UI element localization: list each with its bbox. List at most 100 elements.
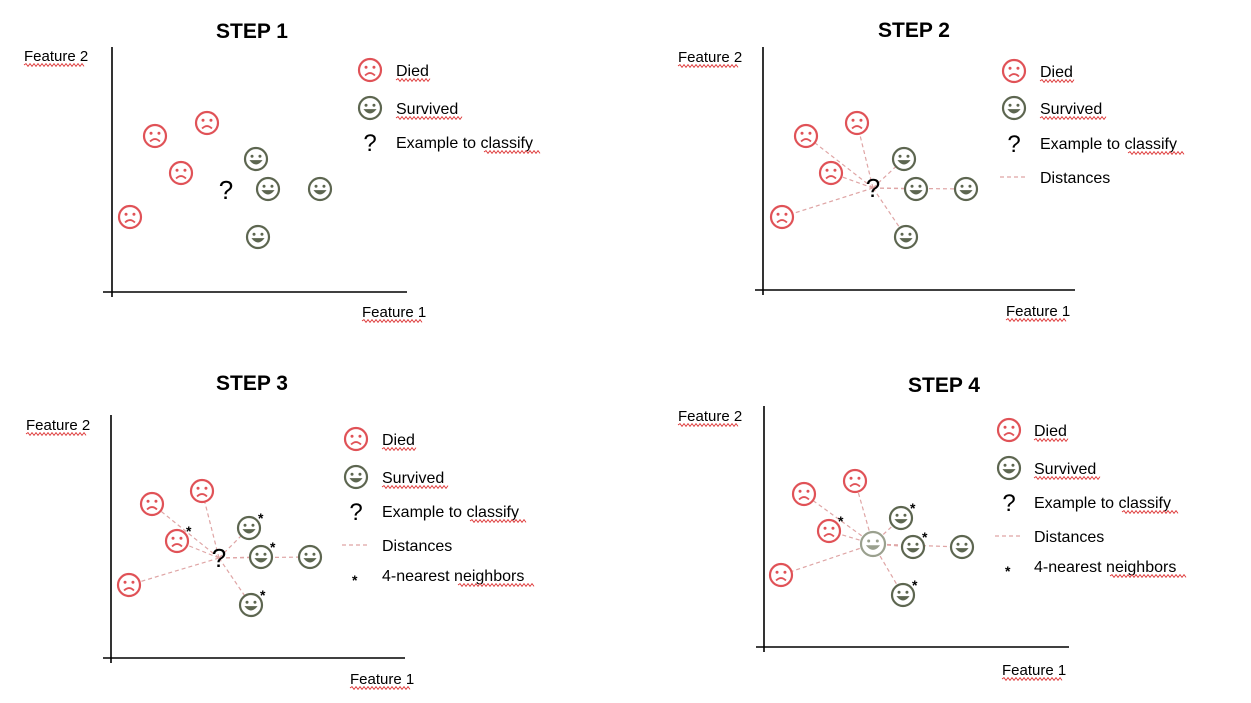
died-face-icon bbox=[793, 123, 819, 149]
legend-query-label: Example to classify bbox=[396, 135, 533, 152]
survived-face-icon bbox=[903, 176, 929, 202]
legend-survived-face-icon bbox=[343, 464, 369, 490]
neighbor-star-icon: * bbox=[260, 587, 266, 603]
query-question-icon: ? bbox=[212, 543, 226, 573]
panel-step-2: STEP 2 Feature 2 Feature 1? Died Survived? Ex… bbox=[677, 19, 1185, 323]
spellcheck-squiggle bbox=[677, 63, 739, 69]
survived-face-icon bbox=[245, 224, 271, 250]
survived-face-icon bbox=[888, 505, 914, 531]
legend-query-label: Example to classify bbox=[1040, 136, 1177, 153]
x-axis-label: Feature 1 bbox=[1002, 662, 1066, 679]
legend: Died Survived? Example to classify bbox=[357, 57, 541, 157]
survived-face-icon bbox=[238, 592, 264, 618]
distance-line bbox=[781, 187, 874, 218]
died-face-icon bbox=[791, 481, 817, 507]
neighbor-star-icon: * bbox=[186, 523, 192, 539]
legend-query-label: Example to classify bbox=[382, 504, 519, 521]
panel-step-4: STEP 4 Feature 2 Feature 1 * * * * Died Survived… bbox=[677, 374, 1187, 682]
legend-question-icon: ? bbox=[349, 499, 362, 526]
legend-survived-label: Survived bbox=[1040, 101, 1102, 118]
spellcheck-squiggle bbox=[1039, 115, 1107, 121]
survived-face-icon bbox=[297, 544, 323, 570]
legend-distances-label: Distances bbox=[1040, 170, 1110, 187]
spellcheck-squiggle bbox=[381, 484, 449, 490]
neighbor-star-icon: * bbox=[838, 513, 844, 529]
legend: Died Survived? Example to classify Distance… bbox=[342, 426, 535, 588]
panel-title: STEP 3 bbox=[216, 372, 288, 395]
died-face-icon bbox=[139, 491, 165, 517]
distance-line bbox=[218, 557, 252, 606]
died-face-icon bbox=[768, 562, 794, 588]
neighbor-star-icon: * bbox=[922, 529, 928, 545]
neighbor-star-icon: * bbox=[912, 577, 918, 593]
legend-survived-face-icon bbox=[996, 455, 1022, 481]
died-face-icon bbox=[117, 204, 143, 230]
survived-face-icon bbox=[949, 534, 975, 560]
legend-died-face-icon bbox=[357, 57, 383, 83]
y-axis-label: Feature 2 bbox=[24, 48, 88, 65]
legend-neighbor-star-icon: * bbox=[1005, 563, 1011, 579]
spellcheck-squiggle bbox=[457, 582, 535, 588]
distance-line bbox=[780, 543, 874, 576]
legend-question-icon: ? bbox=[363, 130, 376, 157]
y-axis-label: Feature 2 bbox=[678, 408, 742, 425]
survived-face-icon bbox=[900, 534, 926, 560]
classified-query-face-icon bbox=[859, 530, 887, 558]
distance-line bbox=[872, 187, 967, 190]
legend-died-label: Died bbox=[396, 63, 429, 80]
distance-line bbox=[151, 503, 220, 559]
x-axis-label: Feature 1 bbox=[1006, 303, 1070, 320]
panel-step-3: STEP 3 Feature 2 Feature 1 * * * *? Died Survive… bbox=[25, 372, 535, 691]
x-axis-label: Feature 1 bbox=[350, 671, 414, 688]
panel-title: STEP 2 bbox=[878, 19, 950, 42]
legend-distances-label: Distances bbox=[1034, 529, 1104, 546]
legend-neighbors-label: 4-nearest neighbors bbox=[382, 568, 524, 585]
spellcheck-squiggle bbox=[1121, 509, 1179, 515]
legend-survived-label: Survived bbox=[1034, 461, 1096, 478]
legend-died-label: Died bbox=[1040, 64, 1073, 81]
died-face-icon bbox=[818, 160, 844, 186]
spellcheck-squiggle bbox=[469, 518, 527, 524]
survived-face-icon bbox=[243, 146, 269, 172]
spellcheck-squiggle bbox=[1109, 573, 1187, 579]
spellcheck-squiggle bbox=[1001, 676, 1063, 682]
died-face-icon bbox=[844, 110, 870, 136]
spellcheck-squiggle bbox=[1033, 437, 1069, 443]
legend-survived-face-icon bbox=[1001, 95, 1027, 121]
legend-neighbor-star-icon: * bbox=[352, 572, 358, 588]
query-question-icon: ? bbox=[219, 175, 233, 205]
spellcheck-squiggle bbox=[1033, 475, 1101, 481]
legend-question-icon: ? bbox=[1002, 490, 1015, 517]
x-axis-label: Feature 1 bbox=[362, 304, 426, 321]
legend-distances-label: Distances bbox=[382, 538, 452, 555]
legend-survived-label: Survived bbox=[382, 470, 444, 487]
panel-title: STEP 4 bbox=[908, 374, 980, 397]
spellcheck-squiggle bbox=[483, 149, 541, 155]
legend-died-label: Died bbox=[382, 432, 415, 449]
survived-face-icon bbox=[255, 176, 281, 202]
spellcheck-squiggle bbox=[1127, 150, 1185, 156]
died-face-icon bbox=[816, 518, 842, 544]
legend: Died Survived? Example to classify Distance… bbox=[995, 417, 1187, 579]
spellcheck-squiggle bbox=[25, 431, 87, 437]
legend: Died Survived? Example to classify Distance… bbox=[1000, 58, 1185, 187]
legend-survived-label: Survived bbox=[396, 101, 458, 118]
distance-line bbox=[128, 557, 220, 586]
survived-face-icon bbox=[891, 146, 917, 172]
spellcheck-squiggle bbox=[1005, 317, 1067, 323]
died-face-icon bbox=[769, 204, 795, 230]
distance-line bbox=[803, 493, 874, 545]
spellcheck-squiggle bbox=[23, 62, 85, 68]
spellcheck-squiggle bbox=[677, 422, 739, 428]
spellcheck-squiggle bbox=[381, 446, 417, 452]
spellcheck-squiggle bbox=[395, 115, 463, 121]
neighbor-star-icon: * bbox=[258, 510, 264, 526]
spellcheck-squiggle bbox=[1039, 78, 1075, 84]
survived-face-icon bbox=[307, 176, 333, 202]
died-face-icon bbox=[194, 110, 220, 136]
died-face-icon bbox=[842, 468, 868, 494]
died-face-icon bbox=[168, 160, 194, 186]
died-face-icon bbox=[189, 478, 215, 504]
legend-neighbors-label: 4-nearest neighbors bbox=[1034, 559, 1176, 576]
